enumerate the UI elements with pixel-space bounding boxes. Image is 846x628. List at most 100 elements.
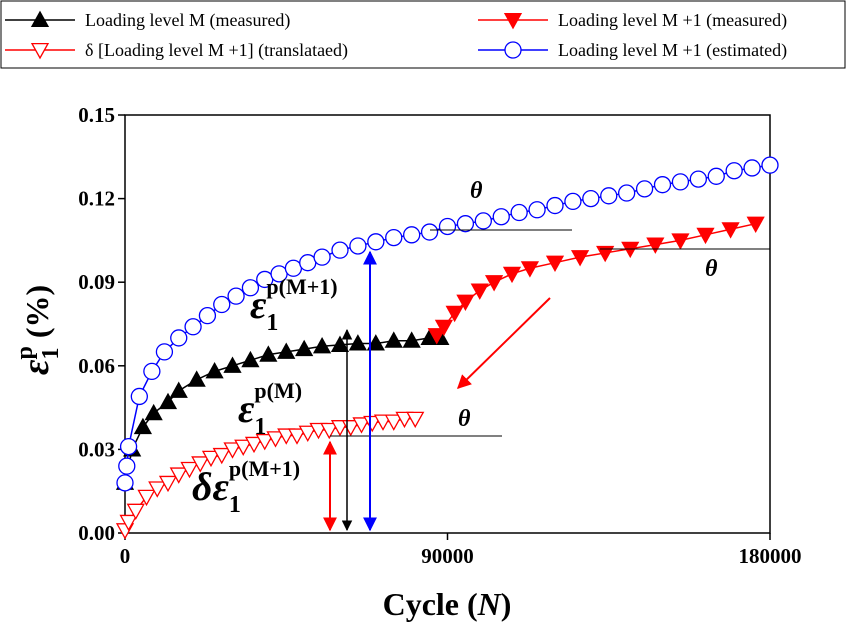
- arrow: [456, 297, 551, 389]
- point: [144, 403, 163, 421]
- point: [427, 328, 446, 345]
- point: [277, 428, 296, 445]
- x-axis-label: Cycle (N): [383, 586, 512, 622]
- point: [402, 331, 421, 348]
- point: [130, 387, 148, 406]
- plot-area: 0.00 0.03 0.06 0.09 0.12 0.15 0 90000 180000: [78, 103, 801, 568]
- point: [434, 319, 454, 337]
- point: [255, 433, 274, 451]
- point: [456, 215, 475, 233]
- point: [746, 216, 765, 234]
- legend-marker: [504, 41, 522, 59]
- point: [119, 514, 138, 532]
- point: [312, 336, 332, 354]
- point: [618, 184, 636, 202]
- point: [119, 437, 138, 456]
- point: [707, 167, 725, 185]
- legend: Loading level M (measured) Loading level …: [5, 10, 787, 61]
- point: [725, 162, 743, 180]
- x-tick-label: 90000: [421, 544, 474, 568]
- point: [385, 228, 403, 247]
- y-tick-label: 0.03: [78, 437, 115, 461]
- point: [201, 450, 221, 468]
- point: [187, 370, 206, 387]
- legend-label: Loading level M (measured): [85, 10, 290, 31]
- point: [205, 362, 224, 379]
- point: [234, 439, 253, 456]
- annotation: ε1p(M): [238, 378, 302, 440]
- annotation: θ: [470, 178, 483, 204]
- annotation: θ: [458, 406, 471, 432]
- point: [287, 428, 307, 445]
- point: [420, 223, 439, 241]
- point: [133, 417, 153, 435]
- point: [241, 279, 260, 297]
- point: [213, 295, 231, 314]
- point: [277, 342, 296, 359]
- point: [438, 217, 457, 236]
- point: [528, 201, 546, 219]
- point: [671, 173, 690, 191]
- point: [570, 250, 590, 267]
- point: [349, 237, 367, 255]
- point: [116, 474, 134, 492]
- point: [646, 237, 665, 254]
- point: [212, 447, 231, 465]
- point: [445, 305, 464, 323]
- point: [546, 196, 564, 215]
- point: [191, 456, 210, 473]
- point: [367, 233, 385, 251]
- point: [241, 350, 260, 368]
- y-tick-label: 0.06: [78, 354, 115, 378]
- point: [227, 287, 245, 305]
- annotation: ε1p(M+1): [250, 274, 338, 336]
- point: [298, 425, 317, 443]
- point: [320, 422, 339, 440]
- point: [456, 294, 475, 312]
- point: [143, 362, 161, 381]
- point: [743, 159, 761, 177]
- point: [484, 275, 504, 292]
- point: [600, 187, 618, 205]
- legend-label: δ [Loading level M +1] (translataed): [85, 40, 348, 61]
- point: [137, 489, 156, 507]
- point: [266, 431, 285, 448]
- point: [373, 414, 393, 431]
- point: [582, 189, 600, 208]
- point: [470, 283, 489, 300]
- point: [395, 411, 414, 429]
- point: [313, 248, 331, 266]
- legend-label: Loading level M +1 (estimated): [558, 40, 787, 61]
- point: [118, 457, 136, 475]
- point: [696, 227, 715, 245]
- point: [520, 261, 540, 278]
- point: [384, 414, 403, 431]
- point: [406, 411, 425, 429]
- y-tick-label: 0.12: [78, 187, 115, 211]
- annotation: δε1p(M+1): [192, 456, 300, 518]
- point: [223, 356, 242, 373]
- point: [180, 461, 199, 479]
- point: [223, 442, 242, 459]
- y-tick-label: 0.09: [78, 270, 115, 294]
- point: [671, 233, 690, 250]
- x-tick-label: 0: [120, 544, 131, 568]
- y-axis-label: ε1p (%): [12, 285, 64, 375]
- point: [474, 212, 492, 230]
- legend-box: [0, 0, 846, 69]
- point: [621, 241, 640, 259]
- point: [653, 176, 672, 194]
- point: [184, 318, 202, 336]
- annotation: θ: [705, 256, 718, 282]
- point: [596, 245, 615, 263]
- point: [689, 170, 707, 188]
- point: [158, 392, 178, 410]
- point: [169, 467, 188, 484]
- legend-marker: [503, 12, 523, 30]
- point: [244, 436, 264, 454]
- point: [545, 255, 565, 273]
- y-tick-label: 0.00: [78, 521, 115, 545]
- point: [299, 254, 317, 272]
- point: [148, 481, 167, 498]
